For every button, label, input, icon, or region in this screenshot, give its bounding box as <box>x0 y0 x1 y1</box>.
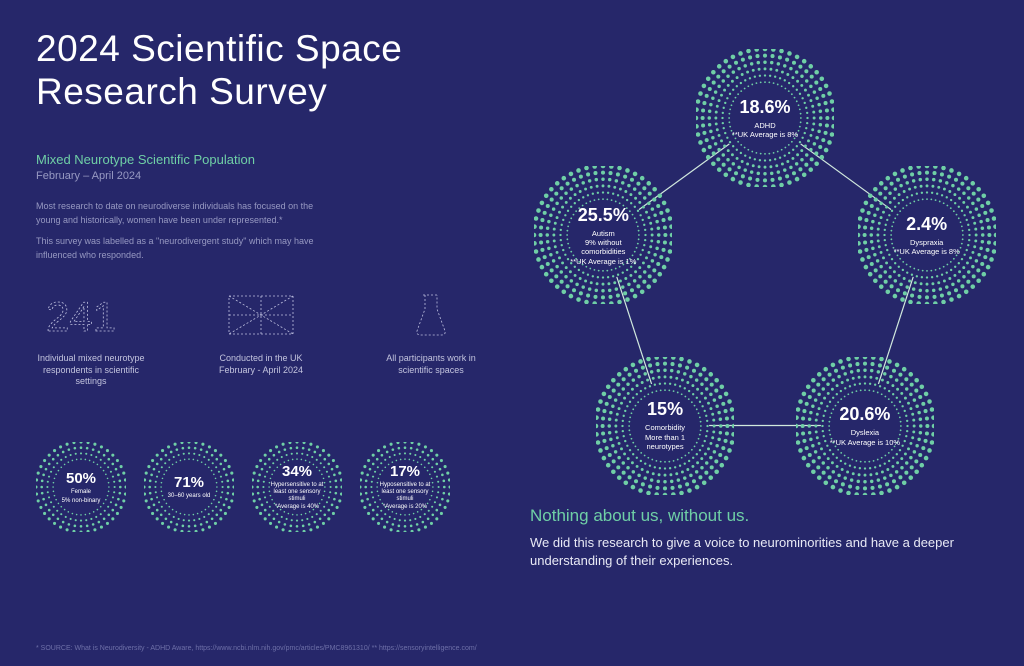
icon-caption: All participants work in scientific spac… <box>376 353 486 376</box>
tagline: Nothing about us, without us. <box>530 506 749 526</box>
date-range: February – April 2024 <box>36 170 141 182</box>
uk-flag-icon <box>228 285 294 345</box>
neurotype-node: 18.6% ADHD**UK Average is 8% <box>696 49 834 187</box>
node-label: Dyslexia**UK Average is 10% <box>830 428 900 447</box>
neurotype-node: 15% ComorbidityMore than 1neurotypes <box>596 357 734 495</box>
node-label: ComorbidityMore than 1neurotypes <box>645 423 685 451</box>
node-label: Autism9% withoutcomorbidities**UK Averag… <box>570 229 636 267</box>
neurotype-node: 25.5% Autism9% withoutcomorbidities**UK A… <box>534 166 672 304</box>
stat-circle: 34% Hypersensitive to at least one senso… <box>252 442 342 550</box>
stat-circle: 50% Female 5% non-binary <box>36 442 126 550</box>
stat-pct: 71% <box>174 474 204 491</box>
tagline-body: We did this research to give a voice to … <box>530 534 960 569</box>
icon-block-uk: Conducted in the UK February - April 202… <box>206 285 316 388</box>
node-pct: 20.6% <box>839 404 890 425</box>
stat-sub1: Hypersensitive to at least one sensory s… <box>265 482 329 503</box>
icon-block-flask: All participants work in scientific spac… <box>376 285 486 388</box>
footnote: * SOURCE: What is Neurodiversity - ADHD … <box>36 645 477 652</box>
pentagon-diagram: 18.6% ADHD**UK Average is 8% 2.4% Dyspraxia… <box>530 38 1000 508</box>
node-label: ADHD**UK Average is 8% <box>732 121 798 140</box>
svg-text:241: 241 <box>46 293 116 339</box>
stat-sub2: *Average is 20% <box>383 504 427 511</box>
node-pct: 18.6% <box>739 97 790 118</box>
intro-p2: This survey was labelled as a "neurodive… <box>36 235 316 262</box>
stat-circle: 71% 30–60 years old <box>144 442 234 550</box>
number-241-icon: 241 <box>46 285 136 345</box>
node-pct: 15% <box>647 399 683 420</box>
icon-caption: Individual mixed neurotype respondents i… <box>36 353 146 388</box>
subtitle: Mixed Neurotype Scientific Population <box>36 152 255 167</box>
stat-circle: 17% Hyposensitive to at least one sensor… <box>360 442 450 550</box>
page-title: 2024 Scientific SpaceResearch Survey <box>36 28 402 113</box>
flask-icon <box>411 285 451 345</box>
stat-sub1: Female <box>71 489 91 496</box>
stat-sub1: 30–60 years old <box>168 493 211 500</box>
neurotype-node: 20.6% Dyslexia**UK Average is 10% <box>796 357 934 495</box>
node-pct: 2.4% <box>906 214 947 235</box>
icon-caption: Conducted in the UK February - April 202… <box>206 353 316 376</box>
stat-pct: 17% <box>390 463 420 480</box>
stat-pct: 50% <box>66 470 96 487</box>
neurotype-node: 2.4% Dyspraxia**UK Average is 8% <box>858 166 996 304</box>
intro-p1: Most research to date on neurodiverse in… <box>36 200 316 227</box>
node-pct: 25.5% <box>578 205 629 226</box>
stat-sub2: 5% non-binary <box>62 498 101 505</box>
small-circle-row: 50% Female 5% non-binary71% 30–60 years … <box>36 442 450 550</box>
icon-row: 241 Individual mixed neurotype responden… <box>36 285 486 388</box>
stat-sub1: Hyposensitive to at least one sensory st… <box>373 482 437 503</box>
icon-block-respondents: 241 Individual mixed neurotype responden… <box>36 285 146 388</box>
stat-sub2: *Average is 40% <box>275 504 319 511</box>
node-label: Dyspraxia**UK Average is 8% <box>894 238 960 257</box>
stat-pct: 34% <box>282 463 312 480</box>
intro-text: Most research to date on neurodiverse in… <box>36 200 316 270</box>
